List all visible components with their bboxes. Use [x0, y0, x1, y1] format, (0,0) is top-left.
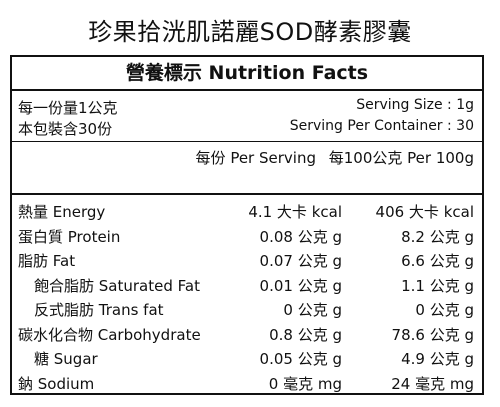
nutrient-label: 鈉 Sodium	[18, 374, 95, 393]
nutrient-label: 糖 Sugar	[34, 350, 98, 368]
nutrient-per-serving: 0.01 公克 g	[259, 276, 342, 295]
nutrient-per-100g: 8.2 公克 g	[401, 227, 474, 246]
servings-per-container-en: Serving Per Container : 30	[289, 118, 474, 134]
nutrient-per-serving: 0.08 公克 g	[259, 227, 342, 246]
serving-info: 每一份量1公克 Serving Size : 1g 本包裝含30份 Servin…	[12, 91, 482, 195]
nutrient-row: 糖 Sugar 0.05 公克 g 4.9 公克 g	[12, 348, 482, 374]
nutrient-row: 脂肪 Fat 0.07 公克 g 6.6 公克 g	[12, 250, 482, 276]
nutrition-panel: 營養標示 Nutrition Facts 每一份量1公克 Serving Siz…	[10, 55, 484, 395]
serving-size-en: Serving Size : 1g	[356, 97, 474, 113]
nutrient-per-100g: 78.6 公克 g	[391, 325, 474, 344]
nutrient-per-serving: 0 公克 g	[283, 301, 342, 319]
serving-size-zh: 每一份量1公克	[18, 99, 118, 117]
nutrient-per-serving: 0.8 公克 g	[269, 325, 342, 344]
nutrient-label: 脂肪 Fat	[18, 252, 76, 270]
nutrient-per-100g: 6.6 公克 g	[401, 252, 474, 270]
nutrient-per-100g: 406 大卡 kcal	[375, 203, 474, 221]
nutrient-row: 反式脂肪 Trans fat 0 公克 g 0 公克 g	[12, 299, 482, 325]
nutrient-per-100g: 24 毫克 mg	[391, 374, 474, 393]
nutrient-row: 碳水化合物 Carbohydrate 0.8 公克 g 78.6 公克 g	[12, 324, 482, 350]
serving-size-row: 每一份量1公克 Serving Size : 1g	[12, 97, 482, 121]
divider	[12, 141, 482, 142]
servings-per-container-zh: 本包裝含30份	[18, 120, 113, 138]
nutrient-row: 飽合脂肪 Saturated Fat 0.01 公克 g 1.1 公克 g	[12, 275, 482, 301]
nutrient-per-serving: 0.05 公克 g	[259, 350, 342, 368]
nutrient-row: 鈉 Sodium 0 毫克 mg 24 毫克 mg	[12, 373, 482, 399]
nutrient-label: 飽合脂肪 Saturated Fat	[34, 276, 200, 295]
per-serving-header: 每份 Per Serving	[195, 149, 316, 167]
nutrient-per-100g: 1.1 公克 g	[401, 276, 474, 295]
nutrient-row: 熱量 Energy 4.1 大卡 kcal 406 大卡 kcal	[12, 201, 482, 227]
nutrient-row: 蛋白質 Protein 0.08 公克 g 8.2 公克 g	[12, 226, 482, 252]
nutrient-per-100g: 4.9 公克 g	[401, 350, 474, 368]
product-title: 珍果拾洸肌諾麗SOD酵素膠囊	[88, 18, 412, 46]
nutrient-label: 熱量 Energy	[18, 203, 106, 221]
nutrient-per-serving: 4.1 大卡 kcal	[248, 203, 342, 221]
panel-header: 營養標示 Nutrition Facts	[12, 57, 482, 91]
nutrient-label: 碳水化合物 Carbohydrate	[18, 325, 201, 344]
nutrient-label: 蛋白質 Protein	[18, 227, 121, 246]
nutrient-label: 反式脂肪 Trans fat	[34, 301, 164, 319]
nutrient-per-100g: 0 公克 g	[415, 301, 474, 319]
nutrient-per-serving: 0.07 公克 g	[259, 252, 342, 270]
column-headers: 每份 Per Serving 每100公克 Per 100g	[188, 147, 474, 168]
nutrient-per-serving: 0 毫克 mg	[268, 374, 342, 393]
per-100g-header: 每100公克 Per 100g	[328, 149, 474, 167]
servings-per-container-row: 本包裝含30份 Serving Per Container : 30	[12, 118, 482, 142]
